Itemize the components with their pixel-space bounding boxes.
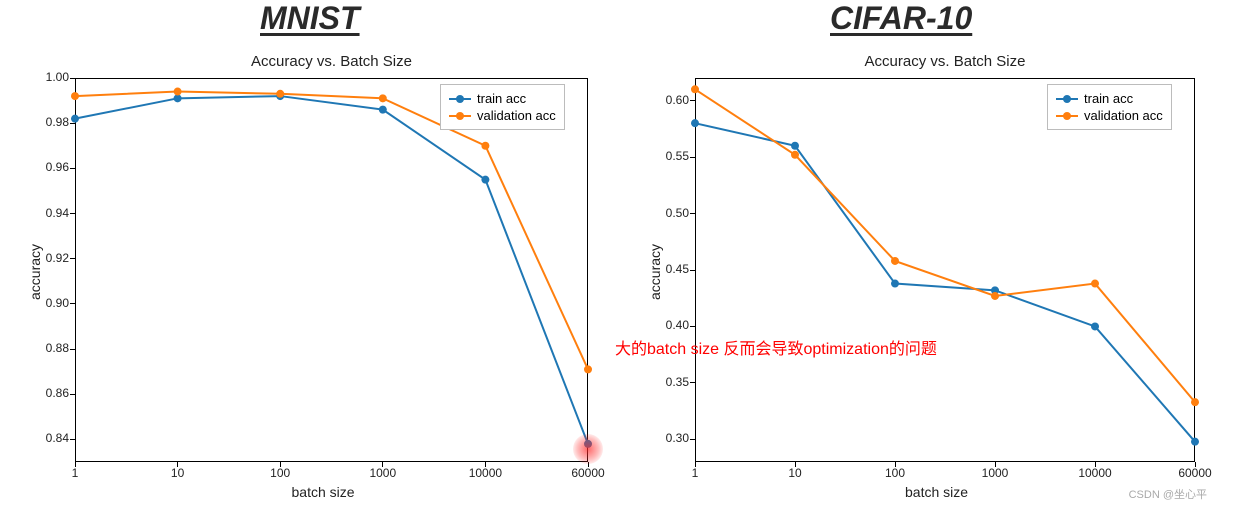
x-tick-label: 10000 [1070,466,1120,480]
y-tick-label: 0.60 [666,93,689,107]
y-tick-label: 0.50 [666,206,689,220]
x-tick-label: 60000 [1170,466,1220,480]
series-marker [1091,280,1099,288]
legend-item: validation acc [1056,108,1163,123]
chart-title: Accuracy vs. Batch Size [695,53,1195,70]
series-line [695,123,1195,441]
watermark: CSDN @坐心平 [1129,486,1207,502]
series-marker [791,142,799,150]
x-tick-label: 1000 [970,466,1020,480]
legend-label: validation acc [1084,108,1163,123]
legend-marker-icon [1063,95,1071,103]
legend-label: train acc [1084,91,1133,106]
x-tick-label: 10 [770,466,820,480]
y-axis-label: accuracy [647,244,663,300]
x-axis-label: batch size [905,484,968,500]
chart-svg [695,78,1195,462]
x-tick [995,462,996,467]
series-marker [791,151,799,159]
x-tick [795,462,796,467]
legend: train acc validation acc [1047,84,1172,130]
y-tick-label: 0.35 [666,375,689,389]
series-marker [1191,398,1199,406]
x-tick [895,462,896,467]
y-tick-label: 0.55 [666,149,689,163]
x-tick-label: 100 [870,466,920,480]
x-tick [1095,462,1096,467]
series-marker [891,257,899,265]
y-tick-label: 0.45 [666,262,689,276]
series-marker [691,119,699,127]
series-marker [991,292,999,300]
series-marker [1091,322,1099,330]
legend-swatch [1056,115,1078,117]
y-tick-label: 0.40 [666,318,689,332]
chart-cifar10: Accuracy vs. Batch Size 0.30 0.35 0.40 0.45 0… [0,0,1237,510]
legend-item: train acc [1056,91,1163,106]
series-marker [1191,438,1199,446]
legend-marker-icon [1063,112,1071,120]
x-tick [1195,462,1196,467]
x-tick-label: 1 [670,466,720,480]
y-tick-label: 0.30 [666,431,689,445]
series-marker [691,85,699,93]
series-marker [891,280,899,288]
x-tick [695,462,696,467]
annotation-text: 大的batch size 反而会导致optimization的问题 [615,335,937,359]
legend-swatch [1056,98,1078,100]
